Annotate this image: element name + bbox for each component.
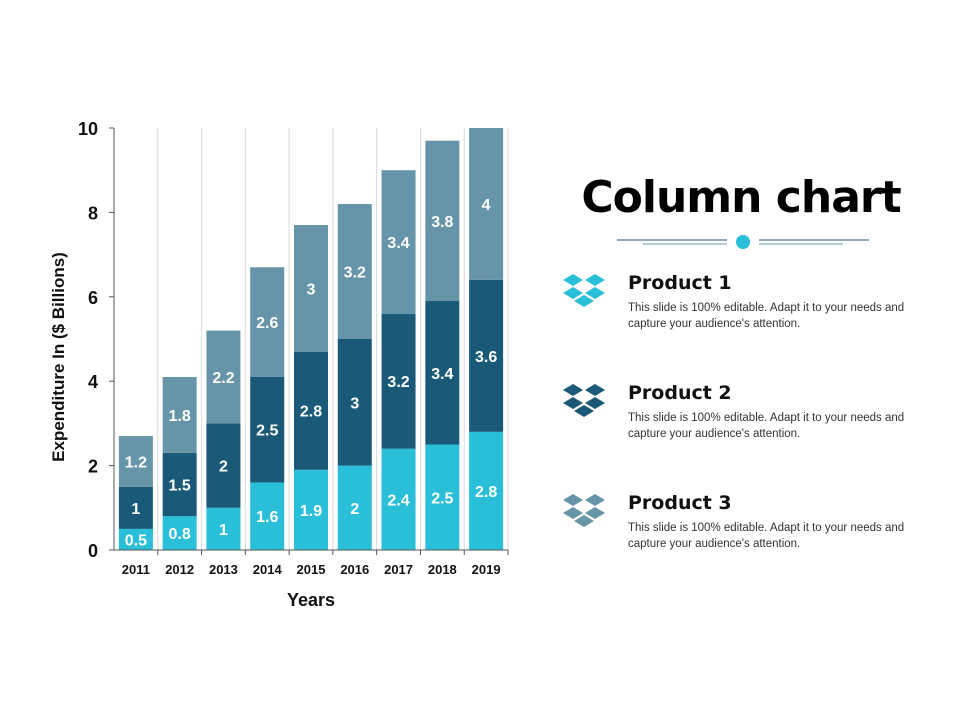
legend-title: Product 1 xyxy=(628,272,732,294)
x-tick-label: 2016 xyxy=(340,562,369,577)
bar-segment xyxy=(162,376,197,453)
data-label: 1.6 xyxy=(256,509,278,526)
data-label: 3.4 xyxy=(431,366,453,383)
data-label: 1 xyxy=(131,501,140,518)
legend-description: This slide is 100% editable. Adapt it to… xyxy=(628,412,905,440)
bar-segment xyxy=(294,225,328,352)
y-tick-label: 4 xyxy=(88,372,98,392)
data-label: 1.9 xyxy=(300,503,322,520)
data-label: 3.4 xyxy=(387,235,409,252)
data-label: 2.8 xyxy=(475,484,497,501)
data-label: 0.8 xyxy=(169,526,191,543)
data-label: 0.5 xyxy=(125,532,147,549)
dropbox-box-icon xyxy=(563,384,605,417)
bar-segment xyxy=(469,128,504,280)
y-tick-label: 2 xyxy=(88,457,98,477)
data-label: 1.5 xyxy=(169,478,191,495)
data-label: 4 xyxy=(482,197,491,214)
data-label: 2 xyxy=(350,501,359,518)
bar-segment xyxy=(250,482,285,550)
data-label: 3 xyxy=(307,281,316,298)
x-tick-label: 2011 xyxy=(122,562,150,577)
bar-segment xyxy=(469,431,504,550)
bar-segment xyxy=(250,267,285,377)
legend-description: This slide is 100% editable. Adapt it to… xyxy=(628,302,905,330)
bar-segment xyxy=(294,469,328,550)
y-tick-label: 8 xyxy=(88,203,98,223)
bar-segment xyxy=(206,507,241,550)
data-label: 2.5 xyxy=(256,423,278,440)
data-label: 3.8 xyxy=(431,214,453,231)
bar-segment xyxy=(381,313,416,449)
data-label: 3.2 xyxy=(387,374,409,391)
data-label: 1 xyxy=(219,522,228,539)
bar-segment xyxy=(206,330,241,424)
y-axis-label: Expenditure In ($ Billions) xyxy=(49,252,68,462)
bar-segment xyxy=(162,516,197,550)
column-chart: 0.5 1 1.2 2011 0.8 1.5 1.8 2012 1 2 2.2 2013 1.6 2.5 2… xyxy=(49,119,509,610)
legend-title: Product 3 xyxy=(628,492,732,514)
x-tick-label: 2015 xyxy=(297,562,326,577)
dropbox-box-icon xyxy=(563,494,605,527)
bar-segment xyxy=(337,203,372,339)
bar-segment xyxy=(425,444,460,550)
legend-title: Product 2 xyxy=(628,382,732,404)
y-tick-label: 0 xyxy=(88,541,98,561)
bar-segment xyxy=(294,351,328,470)
bar-segment xyxy=(118,486,153,529)
data-label: 1.8 xyxy=(169,408,191,425)
page-title: Column chart xyxy=(581,172,901,223)
x-tick-label: 2013 xyxy=(209,562,238,577)
bar-segment xyxy=(381,170,416,314)
data-label: 1.2 xyxy=(125,454,147,471)
data-label: 3 xyxy=(350,395,359,412)
data-label: 2.8 xyxy=(300,404,322,421)
x-tick-label: 2019 xyxy=(472,562,501,577)
legend-description: This slide is 100% editable. Adapt it to… xyxy=(628,522,905,550)
bar-segment xyxy=(250,376,285,483)
title-divider xyxy=(617,235,869,249)
data-label: 2.4 xyxy=(387,492,409,509)
bar-segment xyxy=(381,448,416,550)
x-axis-label: Years xyxy=(287,590,335,610)
data-label: 2.6 xyxy=(256,315,278,332)
bar-segment xyxy=(337,465,372,550)
x-tick-label: 2017 xyxy=(384,562,413,577)
y-tick-label: 6 xyxy=(88,288,98,308)
data-label: 2.5 xyxy=(431,490,453,507)
y-tick-label: 10 xyxy=(78,119,98,139)
bar-segment xyxy=(162,452,197,517)
bar-segment xyxy=(118,436,153,487)
x-tick-label: 2012 xyxy=(165,562,194,577)
bar-segment xyxy=(206,423,241,508)
data-label: 2 xyxy=(219,459,228,476)
dropbox-box-icon xyxy=(563,274,605,307)
data-label: 3.6 xyxy=(475,349,497,366)
data-label: 3.2 xyxy=(344,264,366,281)
x-tick-label: 2014 xyxy=(253,562,283,577)
data-label: 2.2 xyxy=(212,370,234,387)
bar-segment xyxy=(469,279,504,432)
bar-segment xyxy=(118,528,153,550)
bar-segment xyxy=(337,339,372,466)
x-tick-label: 2018 xyxy=(428,562,457,577)
bar-segment xyxy=(425,301,460,445)
bar-segment xyxy=(425,140,460,302)
